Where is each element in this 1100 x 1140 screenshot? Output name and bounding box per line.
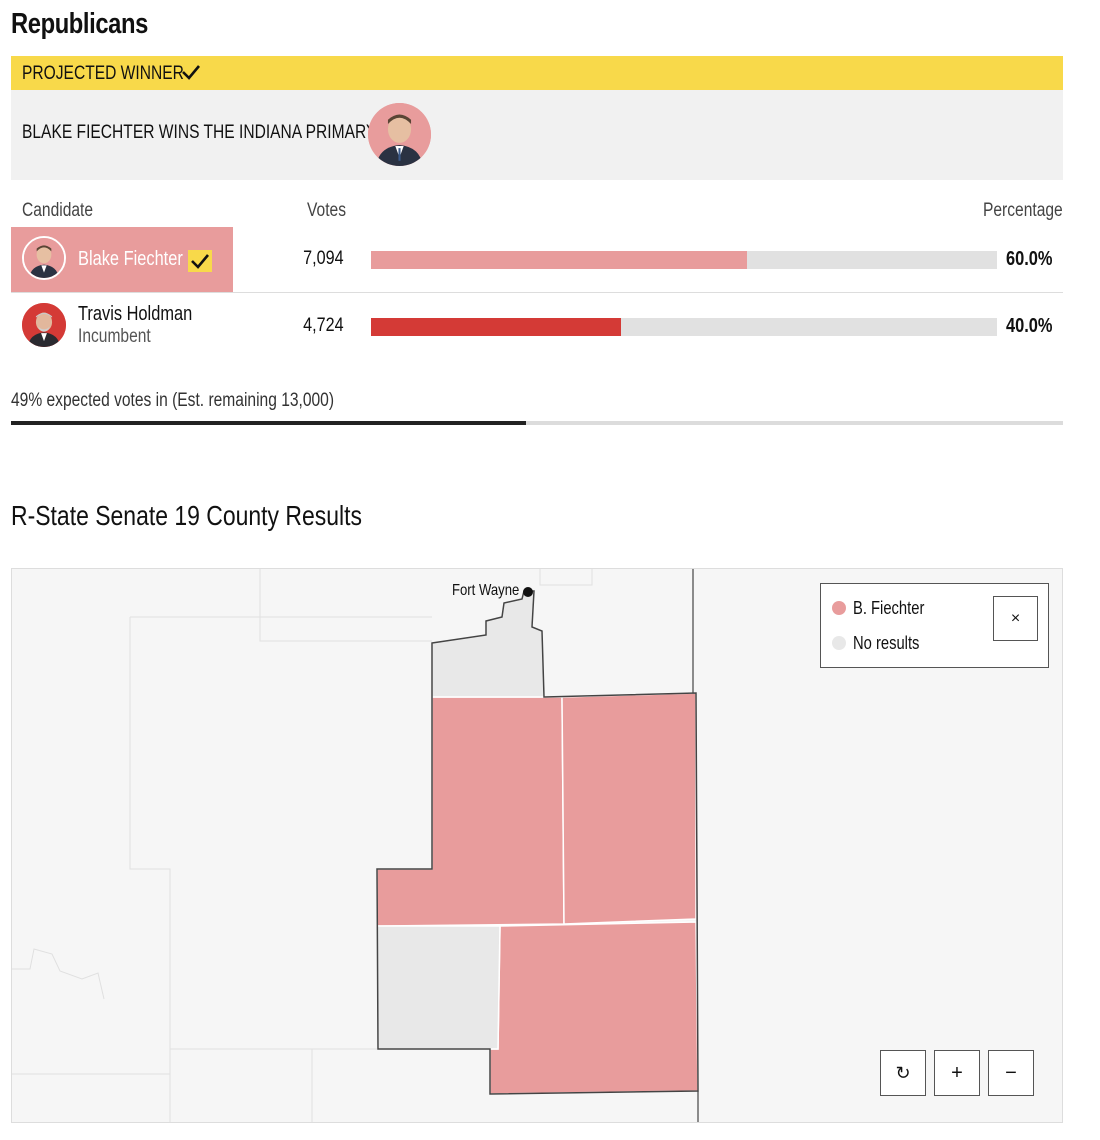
expected-votes-text: 49% expected votes in (Est. remaining 13… — [11, 390, 335, 411]
candidate-percentage: 40.0% — [1006, 315, 1053, 337]
vote-share-bar-fill — [371, 251, 747, 269]
minus-icon: − — [1005, 1062, 1017, 1084]
county-no-results — [431, 590, 545, 698]
column-header-votes: Votes — [307, 200, 346, 221]
candidate-name: Blake Fiechter — [78, 248, 183, 270]
legend-swatch — [832, 601, 846, 615]
county-fiechter — [489, 921, 699, 1095]
candidate-votes: 7,094 — [303, 248, 344, 269]
projected-winner-bar: PROJECTED WINNER — [11, 56, 1063, 90]
district-outline — [376, 590, 699, 1095]
city-marker — [523, 587, 533, 597]
county-map-svg — [12, 569, 699, 1122]
legend-item: No results — [832, 633, 934, 654]
row-divider — [11, 292, 1063, 293]
projected-winner-label: PROJECTED WINNER — [22, 63, 184, 84]
reset-view-button[interactable]: ↻ — [880, 1050, 926, 1096]
vote-share-bar — [371, 318, 997, 336]
candidate-avatar — [22, 236, 66, 280]
city-label: Fort Wayne — [452, 582, 520, 599]
close-icon: × — [1010, 610, 1021, 627]
map-legend: B. Fiechter No results × — [820, 583, 1049, 668]
county-fiechter — [561, 692, 697, 925]
column-header-percentage: Percentage — [983, 200, 1063, 221]
county-fiechter — [376, 696, 565, 927]
legend-close-button[interactable]: × — [993, 596, 1038, 641]
check-icon — [182, 65, 200, 80]
section-title: Republicans — [11, 8, 148, 40]
winner-headline: BLAKE FIECHTER WINS THE INDIANA PRIMARY — [22, 122, 377, 143]
winner-panel: BLAKE FIECHTER WINS THE INDIANA PRIMARY — [11, 90, 1063, 180]
map-title: R-State Senate 19 County Results — [11, 500, 362, 531]
vote-share-bar — [371, 251, 997, 269]
zoom-out-button[interactable]: − — [988, 1050, 1034, 1096]
winner-avatar — [368, 103, 431, 166]
candidate-name: Travis Holdman — [78, 303, 193, 325]
candidate-subtitle: Incumbent — [78, 326, 151, 347]
vote-share-bar-fill — [371, 318, 622, 336]
expected-votes-progress-fill — [11, 421, 527, 425]
winner-check-icon — [188, 250, 212, 272]
candidate-votes: 4,724 — [303, 315, 344, 336]
refresh-icon: ↻ — [895, 1063, 911, 1083]
candidate-avatar — [22, 303, 66, 347]
candidate-percentage: 60.0% — [1006, 248, 1053, 270]
legend-swatch — [832, 636, 846, 650]
county-no-results — [376, 925, 501, 1050]
column-header-candidate: Candidate — [22, 200, 94, 221]
expected-votes-progress — [11, 421, 1063, 425]
county-map[interactable]: Fort Wayne B. Fiechter No results × ↻ + … — [11, 568, 1063, 1123]
legend-item: B. Fiechter — [832, 598, 940, 619]
plus-icon: + — [951, 1062, 963, 1084]
zoom-in-button[interactable]: + — [934, 1050, 980, 1096]
